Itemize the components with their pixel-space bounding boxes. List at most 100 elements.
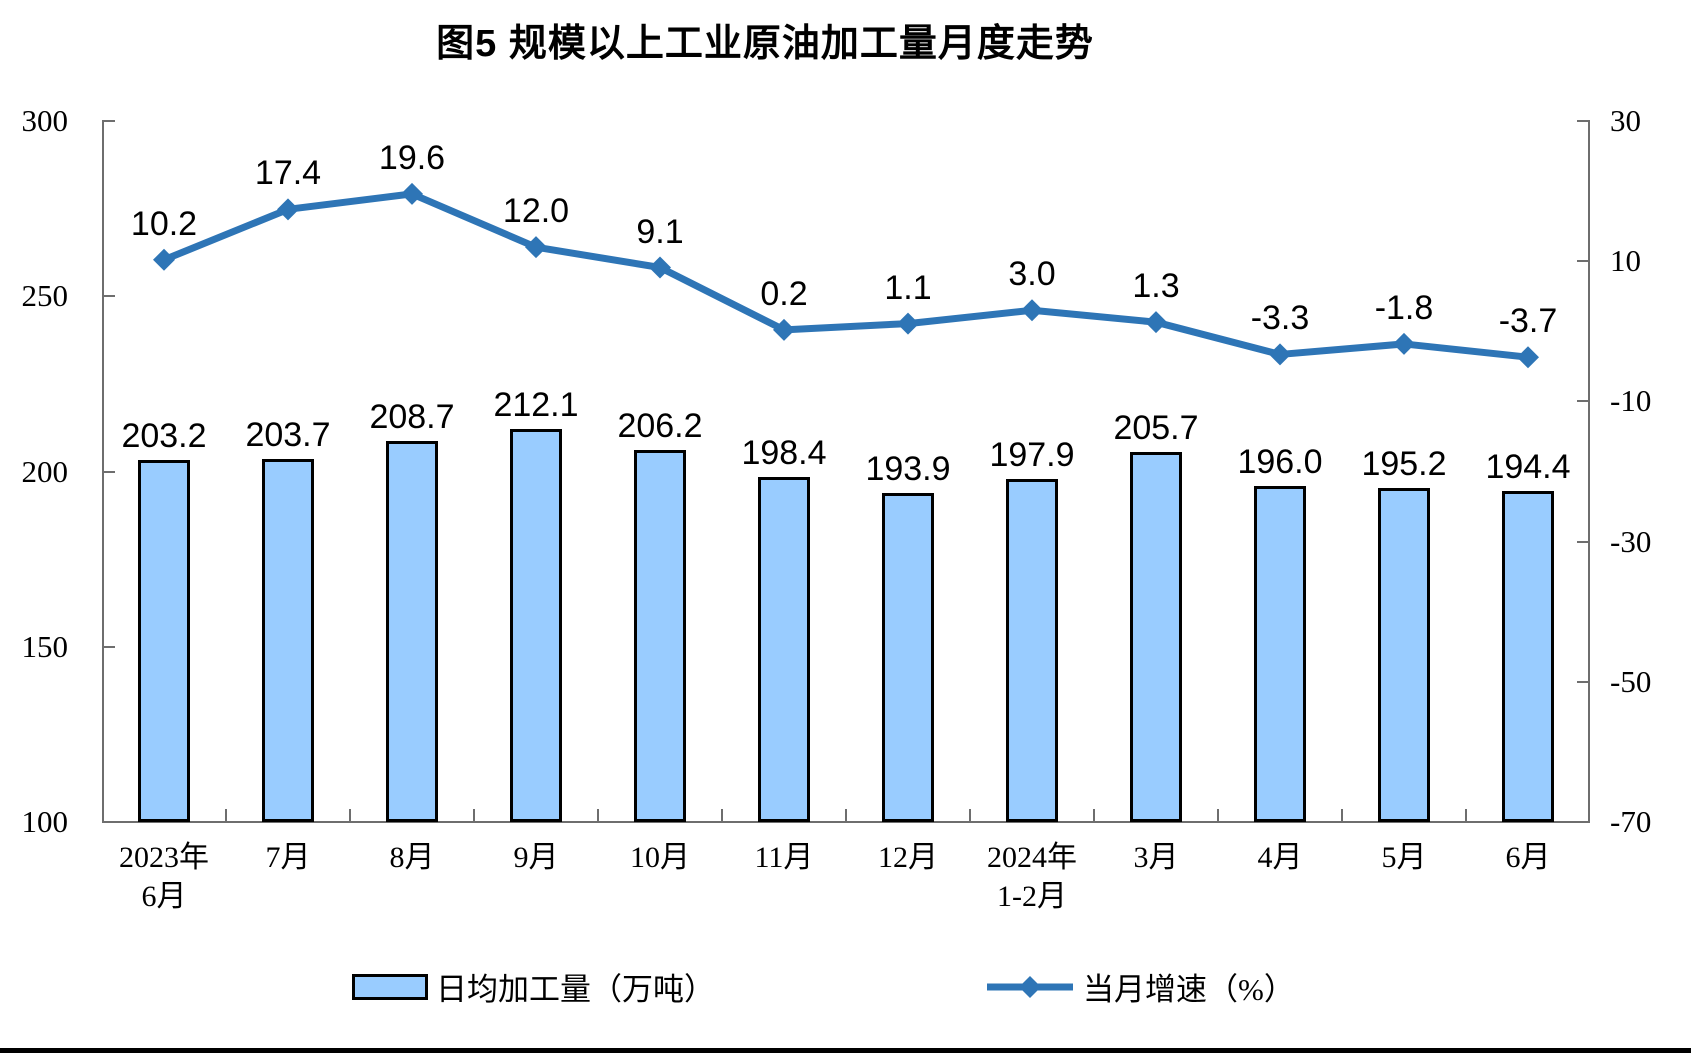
bar [138, 460, 190, 822]
line-marker-diamond-icon [1145, 311, 1167, 334]
bar-value-label: 197.9 [989, 435, 1075, 474]
bar-value-label: 206.2 [617, 406, 703, 445]
x-category-label: 2024年 1-2月 [947, 838, 1117, 916]
line-value-label: 10.2 [130, 204, 198, 243]
bar-value-label: 194.4 [1485, 448, 1571, 487]
x-category-label: 12月 [823, 838, 993, 877]
x-category-label: 9月 [451, 838, 621, 877]
x-axis-tick [1341, 809, 1343, 822]
x-category-label: 2023年 6月 [79, 838, 249, 916]
legend-line-marker-icon [987, 975, 1073, 998]
bar-value-label: 196.0 [1237, 442, 1323, 481]
line-marker-diamond-icon [401, 182, 423, 205]
line-marker-diamond-icon [1021, 299, 1043, 322]
line-value-label: -1.8 [1374, 288, 1434, 327]
right-axis-tick [1577, 120, 1590, 122]
x-axis-tick [1217, 809, 1219, 822]
right-axis-tick [1577, 540, 1590, 543]
x-category-label: 5月 [1319, 838, 1489, 877]
legend-line-label: 当月增速（%） [1083, 972, 1295, 1007]
bar-value-label: 193.9 [865, 449, 951, 488]
x-category-label-line: 5月 [1381, 841, 1427, 874]
bar [758, 477, 810, 822]
line-value-label: 17.4 [254, 154, 322, 193]
left-axis-tick [102, 821, 115, 823]
line-marker-diamond-icon [649, 256, 671, 279]
x-axis-tick [597, 809, 599, 822]
x-category-label: 7月 [203, 838, 373, 877]
x-category-label: 8月 [327, 838, 497, 877]
left-axis-tick-label: 250 [21, 278, 69, 314]
legend-bar-swatch-icon [352, 973, 428, 1000]
legend-item-line: 当月增速（%） [985, 964, 1295, 1009]
x-category-label-line: 2023年 [119, 841, 209, 874]
x-category-label: 6月 [1443, 838, 1613, 877]
bar [1254, 485, 1306, 822]
x-category-label-line: 4月 [1257, 841, 1303, 874]
x-category-label: 3月 [1071, 838, 1241, 877]
line-marker-diamond-icon [277, 198, 299, 221]
x-category-label: 10月 [575, 838, 745, 877]
x-category-label-line: 7月 [265, 841, 311, 874]
x-category-label-line: 12月 [878, 841, 938, 874]
left-axis-tick [102, 645, 115, 648]
right-axis-tick-label: -70 [1610, 804, 1652, 839]
line-value-label: 1.3 [1132, 267, 1180, 306]
right-axis-tick [1577, 260, 1590, 263]
bottom-rule-divider [0, 1048, 1691, 1053]
x-category-label-line: 6月 [141, 880, 187, 913]
x-category-label-line: 1-2月 [997, 880, 1067, 913]
x-axis-tick [1093, 809, 1095, 822]
line-marker-diamond-icon [525, 236, 547, 259]
x-axis-tick [721, 809, 723, 822]
x-category-label-line: 8月 [389, 841, 435, 874]
right-axis-tick-label: 30 [1610, 103, 1641, 138]
right-axis-tick-label: -30 [1610, 523, 1652, 559]
left-axis-tick [102, 470, 115, 473]
right-axis-tick-label: -10 [1610, 383, 1652, 419]
x-axis-tick [969, 809, 971, 822]
bar [1130, 451, 1182, 822]
chart-title: 图5 规模以上工业原油加工量月度走势 [436, 23, 1094, 65]
x-axis-tick [349, 809, 351, 822]
x-axis-tick [225, 809, 227, 822]
legend-item-bar: 日均加工量（万吨） [352, 964, 715, 1009]
line-value-label: 0.2 [760, 274, 808, 313]
x-category-label-line: 2024年 [987, 841, 1077, 874]
bar-value-label: 205.7 [1113, 408, 1199, 447]
bar [1006, 478, 1058, 822]
line-value-label: 1.1 [884, 268, 932, 307]
legend-bar-label: 日均加工量（万吨） [436, 972, 715, 1007]
bar [1378, 488, 1430, 822]
line-value-label: 3.0 [1008, 255, 1056, 294]
left-axis-tick [102, 120, 115, 122]
x-category-label: 4月 [1195, 838, 1365, 877]
x-category-label-line: 9月 [513, 841, 559, 874]
line-value-label: 19.6 [378, 138, 446, 177]
left-axis-tick-label: 150 [21, 628, 69, 664]
bar-value-label: 198.4 [741, 434, 827, 473]
line-marker-diamond-icon [897, 312, 919, 335]
line-marker-diamond-icon [153, 248, 175, 271]
right-axis-tick [1577, 680, 1590, 683]
left-axis-tick-label: 200 [21, 453, 69, 489]
line-value-label: -3.3 [1250, 299, 1310, 338]
line-marker-diamond-icon [1393, 332, 1415, 355]
right-axis-tick-label: -50 [1610, 663, 1652, 699]
bar-value-label: 195.2 [1361, 445, 1447, 484]
bar-value-label: 208.7 [369, 398, 455, 436]
right-axis-tick [1577, 400, 1590, 403]
right-axis-line [1588, 121, 1590, 822]
line-value-label: -3.7 [1498, 302, 1558, 341]
bar-value-label: 203.2 [121, 417, 207, 456]
line-marker-diamond-icon [1517, 346, 1539, 369]
x-axis-tick [845, 809, 847, 822]
left-axis-tick-label: 300 [21, 103, 69, 138]
bar [634, 449, 686, 822]
bar [386, 441, 438, 822]
x-category-label-line: 11月 [754, 841, 814, 874]
left-axis-tick-label: 100 [21, 804, 69, 839]
bar-value-label: 203.7 [245, 415, 331, 454]
x-axis-tick [473, 809, 475, 822]
line-marker-diamond-icon [1269, 343, 1291, 366]
